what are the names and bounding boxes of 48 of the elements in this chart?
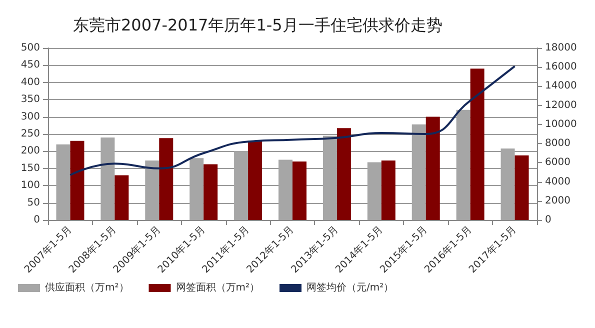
y-tick-label: 300: [20, 111, 40, 122]
y-tick-label: 350: [20, 94, 40, 106]
y2-tick-label: 18000: [545, 42, 577, 54]
bar: [145, 160, 160, 220]
bar: [70, 140, 84, 220]
y-tick-label: 200: [20, 146, 40, 157]
bar: [159, 138, 174, 220]
bar: [114, 175, 129, 220]
line-series: [69, 65, 516, 176]
bar: [278, 160, 292, 220]
y-tick-label: 0: [34, 214, 40, 226]
bar: [234, 151, 248, 220]
bar: [190, 158, 204, 220]
bar: [500, 148, 515, 220]
bar: [100, 137, 115, 220]
y-tick-label: 150: [20, 162, 40, 174]
bar: [514, 155, 529, 220]
bar: [470, 68, 484, 220]
y2-tick-label: 2000: [545, 195, 570, 206]
y-tick-label: 100: [20, 180, 40, 192]
bar: [336, 128, 351, 220]
y2-tick-label: 10000: [545, 118, 577, 130]
y2-tick-label: 12000: [545, 100, 577, 111]
y2-tick-label: 14000: [545, 80, 577, 92]
y-tick-label: 400: [20, 76, 40, 88]
y2-tick-label: 4000: [545, 176, 570, 188]
y2-tick-label: 8000: [545, 138, 570, 150]
legend-label: 供应面积（万m²）: [45, 282, 129, 294]
bar: [426, 116, 440, 220]
y2-tick-label: 6000: [545, 157, 570, 168]
legend-label: 网签面积（万m²）: [176, 282, 260, 294]
bar: [367, 162, 382, 220]
bar: [381, 160, 396, 220]
legend-label: 网签均价（元/m²）: [306, 282, 394, 294]
bar: [56, 144, 70, 220]
bar: [412, 124, 426, 220]
y-tick-label: 450: [20, 60, 40, 71]
y2-tick-label: 16000: [545, 62, 577, 73]
y-tick-label: 50: [27, 197, 40, 208]
bar: [292, 162, 306, 220]
y-tick-label: 250: [20, 128, 40, 140]
bar: [456, 110, 470, 220]
bar: [204, 164, 218, 220]
y2-tick-label: 0: [545, 214, 552, 226]
bar: [248, 140, 262, 220]
y-tick-label: 500: [20, 42, 40, 54]
bar: [322, 136, 337, 220]
chart-title: 东莞市2007-2017年历年1-5月一手住宅供求价走势: [73, 16, 442, 34]
